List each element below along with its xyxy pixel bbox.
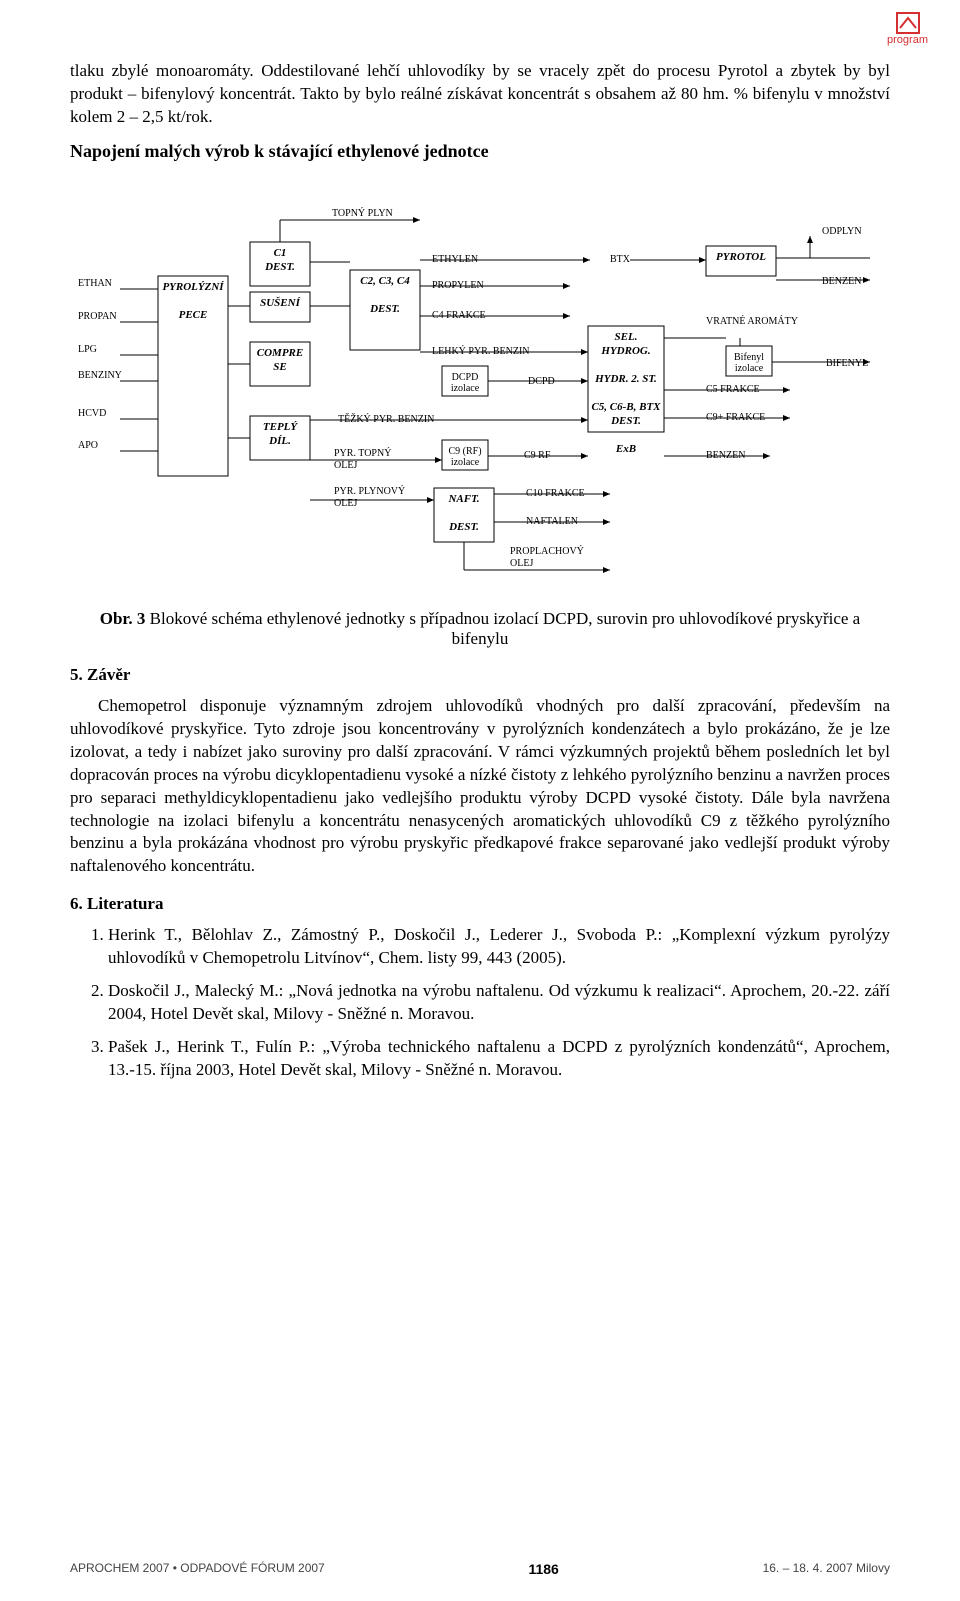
caption-text: Blokové schéma ethylenové jednotky s pří… (145, 609, 860, 648)
svg-text:NAFT.: NAFT. (447, 493, 479, 505)
heading-literatura: 6. Literatura (70, 894, 890, 914)
svg-text:PYR. TOPNÝ: PYR. TOPNÝ (334, 447, 391, 459)
footer-right: 16. – 18. 4. 2007 Milovy (763, 1561, 890, 1577)
svg-text:C5 FRAKCE: C5 FRAKCE (706, 384, 760, 395)
svg-text:PYROLÝZNÍ: PYROLÝZNÍ (162, 281, 224, 293)
svg-text:izolace: izolace (735, 363, 764, 374)
figure-caption: Obr. 3 Blokové schéma ethylenové jednotk… (70, 609, 890, 649)
svg-text:DEST.: DEST. (448, 521, 479, 533)
svg-text:C9 RF: C9 RF (524, 450, 551, 461)
heading-napojeni: Napojení malých výrob k stávající ethyle… (70, 141, 890, 162)
svg-text:Bifenyl: Bifenyl (734, 352, 764, 363)
svg-text:SE: SE (273, 361, 286, 373)
footer-page: 1186 (528, 1561, 558, 1577)
svg-text:BENZEN: BENZEN (706, 450, 745, 461)
svg-text:izolace: izolace (451, 383, 480, 394)
svg-text:DCPD: DCPD (528, 376, 555, 387)
svg-text:DEST.: DEST. (264, 261, 295, 273)
svg-text:izolace: izolace (451, 457, 480, 468)
svg-text:PYR. PLYNOVÝ: PYR. PLYNOVÝ (334, 485, 405, 497)
para-intro: tlaku zbylé monoaromáty. Oddestilované l… (70, 60, 890, 129)
svg-text:TĚŽKÝ PYR. BENZIN: TĚŽKÝ PYR. BENZIN (338, 413, 434, 425)
svg-text:ODPLYN: ODPLYN (822, 226, 862, 237)
ref-item: Doskočil J., Malecký M.: „Nová jednotka … (108, 980, 890, 1026)
page-footer: APROCHEM 2007 • ODPADOVÉ FÓRUM 2007 1186… (70, 1561, 890, 1577)
flow-diagram: ETHAN PROPAN LPG BENZINY HCVD APO PYROLÝZNÍ PEC… (70, 176, 890, 596)
svg-text:HYDROG.: HYDROG. (600, 345, 650, 357)
heading-zaver: 5. Závěr (70, 665, 890, 685)
svg-text:PYROTOL: PYROTOL (716, 251, 766, 263)
svg-text:BENZINY: BENZINY (78, 370, 122, 381)
svg-text:HCVD: HCVD (78, 408, 106, 419)
svg-text:OLEJ: OLEJ (334, 498, 357, 509)
svg-text:SUŠENÍ: SUŠENÍ (260, 296, 300, 309)
svg-text:SEL.: SEL. (615, 331, 638, 343)
svg-text:LPG: LPG (78, 344, 97, 355)
svg-text:DEST.: DEST. (369, 303, 400, 315)
svg-text:PROPLACHOVÝ: PROPLACHOVÝ (510, 545, 584, 557)
svg-text:C10 FRAKCE: C10 FRAKCE (526, 488, 585, 499)
svg-text:BTX: BTX (610, 254, 631, 265)
svg-text:ETHYLEN: ETHYLEN (432, 254, 478, 265)
svg-text:C9+ FRAKCE: C9+ FRAKCE (706, 412, 765, 423)
svg-text:TEPLÝ: TEPLÝ (263, 421, 298, 433)
svg-text:COMPRE: COMPRE (257, 347, 303, 359)
ref-item: Pašek J., Herink T., Fulín P.: „Výroba t… (108, 1036, 890, 1082)
svg-text:HYDR. 2. ST.: HYDR. 2. ST. (594, 373, 657, 385)
svg-text:BENZEN: BENZEN (822, 276, 861, 287)
svg-text:DÍL.: DÍL. (268, 435, 291, 447)
svg-text:DEST.: DEST. (610, 415, 641, 427)
svg-text:C1: C1 (274, 247, 287, 259)
svg-text:C5, C6-B, BTX: C5, C6-B, BTX (591, 401, 661, 413)
svg-text:C4 FRAKCE: C4 FRAKCE (432, 310, 486, 321)
footer-left: APROCHEM 2007 • ODPADOVÉ FÓRUM 2007 (70, 1561, 325, 1577)
svg-text:LEHKÝ PYR. BENZIN: LEHKÝ PYR. BENZIN (432, 345, 530, 357)
svg-text:ETHAN: ETHAN (78, 278, 112, 289)
svg-text:PECE: PECE (179, 309, 208, 321)
diagram-figure: ETHAN PROPAN LPG BENZINY HCVD APO PYROLÝZNÍ PEC… (70, 176, 890, 601)
svg-text:C9 (RF): C9 (RF) (448, 446, 481, 457)
caption-prefix: Obr. 3 (100, 609, 146, 628)
logo-corner: program (887, 12, 928, 46)
svg-text:NAFTALEN: NAFTALEN (526, 516, 578, 527)
logo-icon (896, 12, 920, 34)
references-list: Herink T., Bělohlav Z., Zámostný P., Dos… (70, 924, 890, 1082)
svg-text:OLEJ: OLEJ (510, 558, 533, 569)
svg-text:C2, C3, C4: C2, C3, C4 (360, 275, 410, 287)
svg-text:TOPNÝ PLYN: TOPNÝ PLYN (332, 207, 393, 219)
svg-text:VRATNÉ AROMÁTY: VRATNÉ AROMÁTY (706, 315, 798, 327)
svg-text:OLEJ: OLEJ (334, 460, 357, 471)
para-zaver: Chemopetrol disponuje významným zdrojem … (70, 695, 890, 879)
svg-text:PROPAN: PROPAN (78, 311, 117, 322)
ref-item: Herink T., Bělohlav Z., Zámostný P., Dos… (108, 924, 890, 970)
svg-text:ExB: ExB (615, 443, 636, 455)
svg-text:DCPD: DCPD (452, 372, 479, 383)
logo-label: program (887, 34, 928, 46)
svg-text:PROPYLEN: PROPYLEN (432, 280, 484, 291)
svg-text:BIFENYL: BIFENYL (826, 358, 868, 369)
svg-text:APO: APO (78, 440, 98, 451)
